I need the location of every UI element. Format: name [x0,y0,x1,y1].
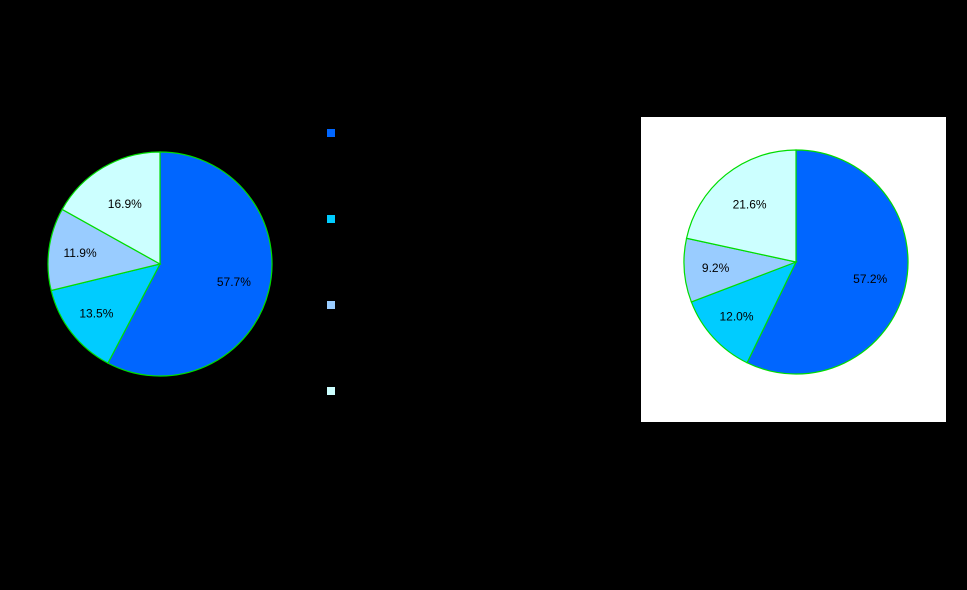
slice-data-label: 9.2% [702,261,730,275]
pie-slice [746,149,909,375]
pie-slice [61,151,161,266]
slice-data-label: 57.7% [217,275,251,289]
legend-swatch [327,387,335,395]
pie-chart-right: 57.2% 12.0% 9.2% 21.6% [683,149,909,375]
slice-data-label: 12.0% [719,310,753,324]
pie-slice [107,151,273,377]
slice-data-label: 13.5% [79,307,113,321]
slice-data-label: 11.9% [64,246,97,260]
pie-slice [690,260,798,364]
legend [327,129,335,395]
legend-swatch [327,215,335,223]
slice-data-label: 21.6% [733,198,767,212]
legend-swatch [327,129,335,137]
pie-slice [685,149,797,263]
slice-data-label: 16.9% [108,197,142,211]
legend-swatch [327,301,335,309]
pie-slice [47,208,162,292]
pie-slice [50,263,162,364]
slice-data-label: 57.2% [853,272,887,286]
pie-chart-left: 57.7% 13.5% 11.9% 16.9% [47,151,273,377]
